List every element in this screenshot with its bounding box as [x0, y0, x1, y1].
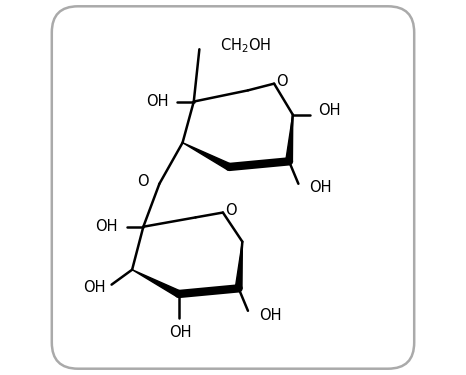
Polygon shape — [183, 142, 231, 170]
Text: OH: OH — [318, 104, 341, 118]
Text: OH: OH — [83, 280, 106, 295]
Text: OH: OH — [146, 94, 168, 109]
Polygon shape — [286, 115, 293, 162]
Text: O: O — [226, 203, 237, 218]
Text: CH$_2$OH: CH$_2$OH — [220, 36, 271, 55]
Text: OH: OH — [309, 180, 332, 195]
Text: OH: OH — [170, 325, 192, 340]
Text: OH: OH — [259, 308, 281, 323]
Text: O: O — [137, 174, 149, 189]
Text: OH: OH — [96, 219, 118, 234]
FancyBboxPatch shape — [52, 6, 414, 369]
Text: O: O — [276, 74, 288, 89]
Polygon shape — [235, 242, 242, 289]
Polygon shape — [132, 270, 180, 297]
